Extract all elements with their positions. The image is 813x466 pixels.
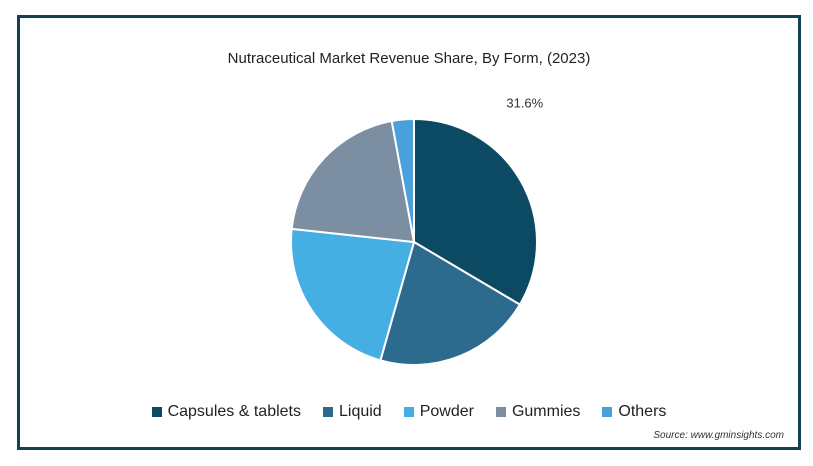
legend-swatch <box>322 407 333 417</box>
legend-label: Capsules & tablets <box>167 403 301 420</box>
source-note: Source: www.gminsights.com <box>653 430 784 441</box>
chart-frame: Nutraceutical Market Revenue Share, By F… <box>17 15 801 450</box>
legend-label: Liquid <box>338 403 382 420</box>
legend-swatch <box>602 407 613 417</box>
pie-slice-powder <box>290 227 416 362</box>
legend-label: Others <box>618 403 667 420</box>
legend: Capsules & tablets Liquid Powder Gummies Oth… <box>20 403 798 421</box>
pie-chart: 31.6% <box>290 96 544 366</box>
slice-label-capsules-tablets: 31.6% <box>506 96 543 111</box>
legend-item-liquid: Liquid <box>322 403 382 421</box>
chart-title: Nutraceutical Market Revenue Share, By F… <box>227 50 591 67</box>
pie-slice-liquid <box>379 240 522 366</box>
legend-swatch <box>151 407 162 417</box>
legend-label: Gummies <box>511 403 581 420</box>
legend-swatch <box>495 407 506 417</box>
legend-item-capsules-tablets: Capsules & tablets <box>151 403 301 421</box>
legend-item-powder: Powder <box>403 403 474 421</box>
pie-slice-others <box>390 117 415 243</box>
legend-label: Powder <box>419 403 474 420</box>
pie-slice-capsules-tablets <box>413 117 538 306</box>
legend-swatch <box>403 407 414 417</box>
pie-slice-gummies <box>290 119 416 244</box>
legend-item-others: Others <box>602 403 666 421</box>
legend-item-gummies: Gummies <box>495 403 581 421</box>
